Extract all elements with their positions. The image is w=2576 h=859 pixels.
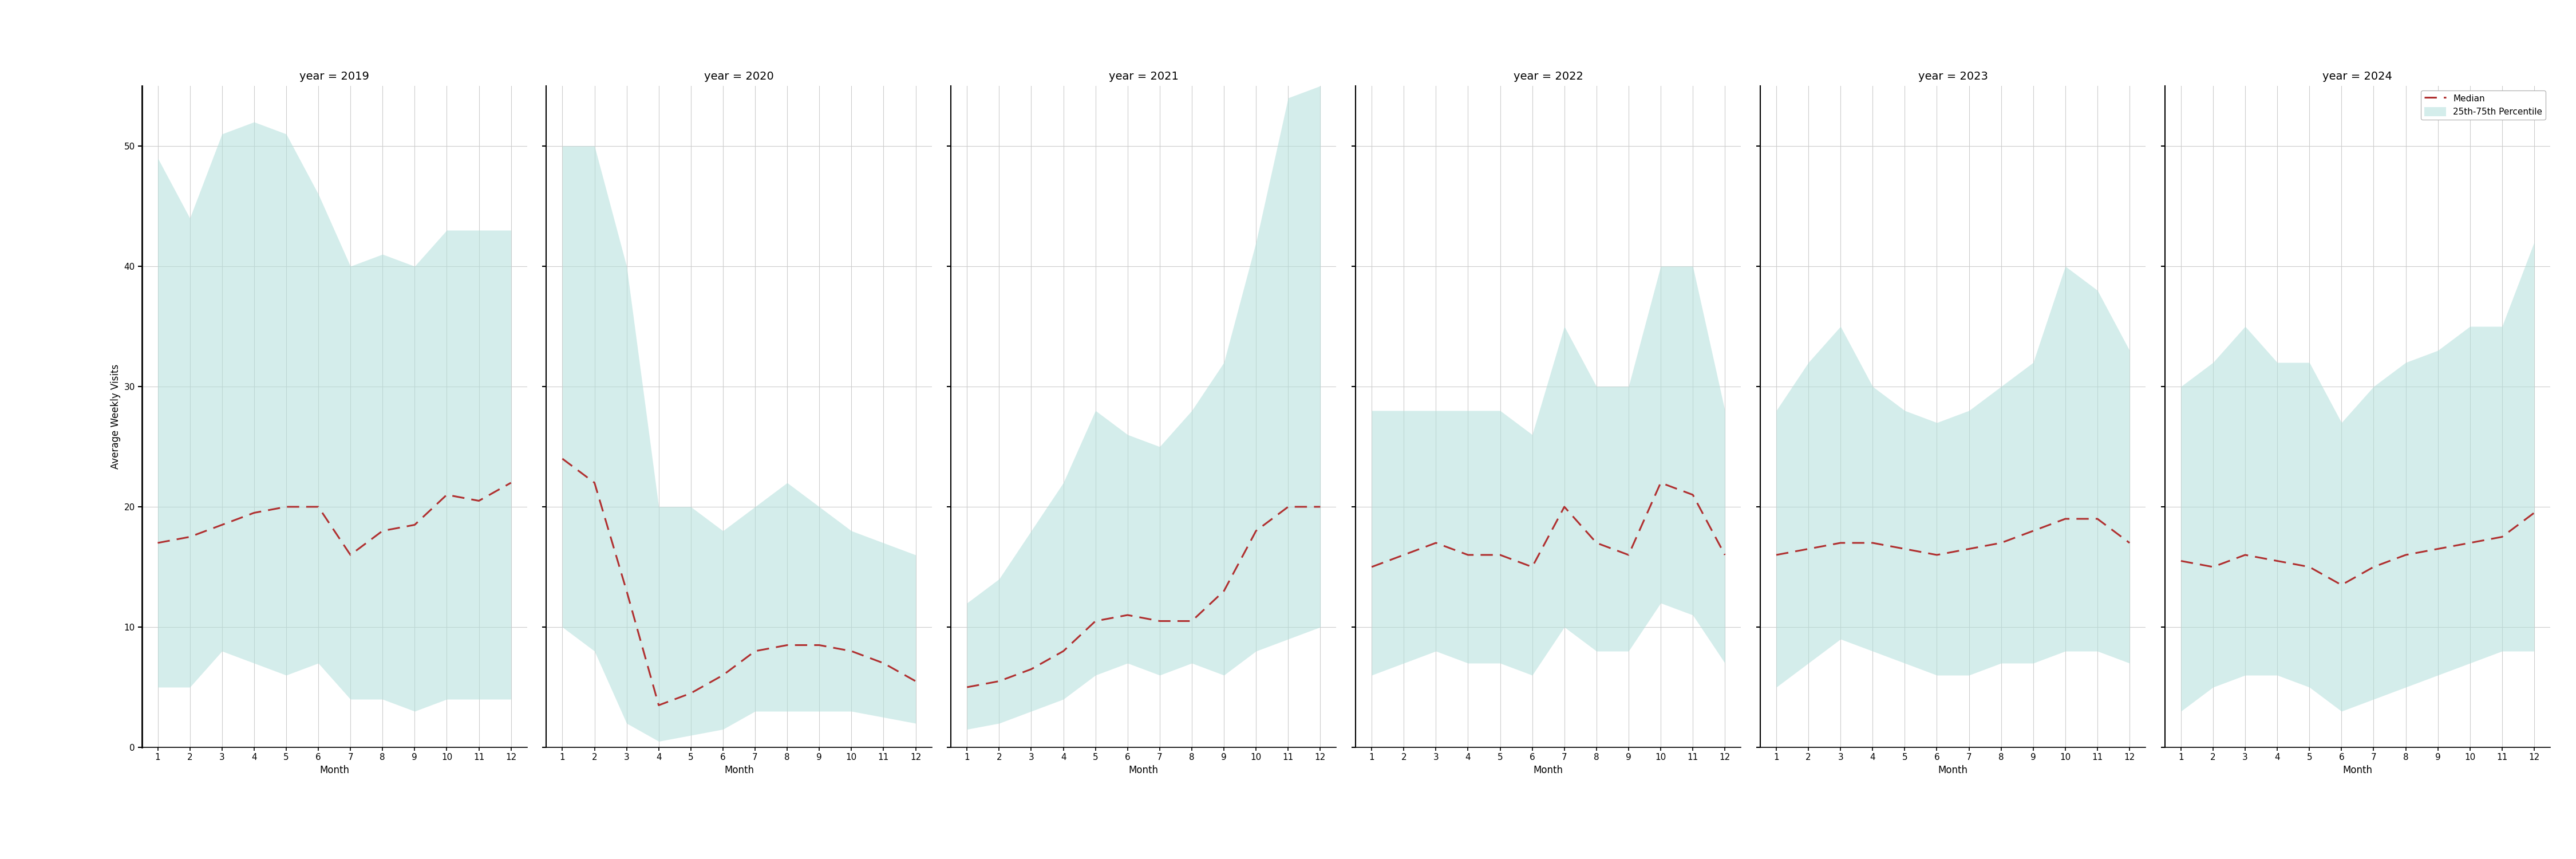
X-axis label: Month: Month (319, 765, 350, 776)
Title: year = 2022: year = 2022 (1512, 71, 1584, 82)
Title: year = 2020: year = 2020 (703, 71, 773, 82)
Title: year = 2023: year = 2023 (1919, 71, 1989, 82)
X-axis label: Month: Month (1533, 765, 1564, 776)
Legend: Median, 25th-75th Percentile: Median, 25th-75th Percentile (2421, 90, 2545, 120)
X-axis label: Month: Month (724, 765, 755, 776)
Y-axis label: Average Weekly Visits: Average Weekly Visits (111, 364, 121, 469)
Title: year = 2019: year = 2019 (299, 71, 368, 82)
Title: year = 2024: year = 2024 (2324, 71, 2393, 82)
X-axis label: Month: Month (1128, 765, 1159, 776)
Title: year = 2021: year = 2021 (1108, 71, 1180, 82)
X-axis label: Month: Month (2342, 765, 2372, 776)
X-axis label: Month: Month (1937, 765, 1968, 776)
